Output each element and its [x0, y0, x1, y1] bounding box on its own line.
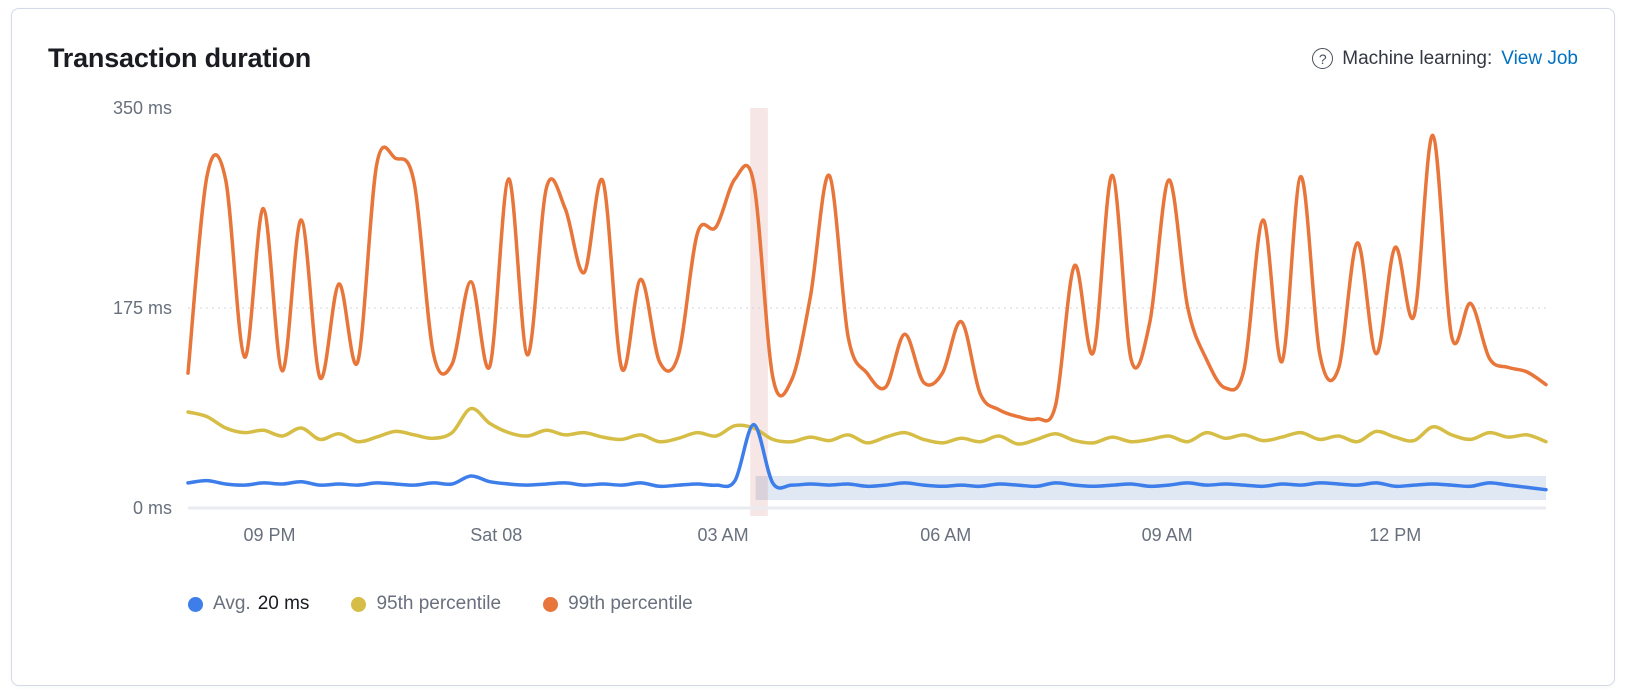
page-title: Transaction duration — [48, 43, 312, 73]
x-tick-label: 09 PM — [243, 525, 295, 545]
legend-item-95th-percentile[interactable]: 95th percentile — [351, 593, 501, 615]
x-tick-label: 03 AM — [698, 525, 749, 545]
chart-legend: Avg. 20 ms 95th percentile 99th percenti… — [188, 593, 1578, 615]
x-tick-label: Sat 08 — [470, 525, 522, 545]
help-icon[interactable]: ? — [1312, 48, 1334, 69]
y-tick-label: 0 ms — [133, 498, 172, 518]
legend-dot-95th — [351, 596, 367, 612]
legend-label-95th: 95th percentile — [376, 593, 502, 614]
x-tick-label: 06 AM — [920, 525, 971, 545]
legend-value-avg: 20 ms — [257, 593, 310, 614]
duration-chart-svg[interactable]: 0 ms 175 ms 350 ms 09 PM Sat 08 03 AM 06 AM 09 … — [48, 96, 1578, 571]
legend-dot-avg — [188, 596, 203, 612]
legend-dot-99th — [543, 596, 559, 612]
x-tick-label: 09 AM — [1142, 525, 1193, 545]
anomaly-annotation-band — [750, 108, 768, 516]
panel-header: Transaction duration ? Machine learning:… — [48, 43, 1578, 74]
legend-label-99th: 99th percentile — [568, 593, 693, 614]
transaction-duration-chart: 0 ms 175 ms 350 ms 09 PM Sat 08 03 AM 06 AM 09 … — [48, 96, 1578, 571]
x-tick-label: 12 PM — [1369, 525, 1421, 545]
ml-view-job-link[interactable]: View Job — [1501, 47, 1578, 69]
legend-item-avg[interactable]: Avg. 20 ms — [188, 593, 309, 615]
series-line-p95 — [186, 406, 1548, 446]
y-tick-label: 175 ms — [113, 298, 172, 318]
transaction-duration-panel: Transaction duration ? Machine learning:… — [11, 8, 1615, 686]
ml-controls: ? Machine learning: View Job — [1312, 48, 1578, 70]
series-line-avg — [186, 422, 1548, 492]
legend-item-99th-percentile[interactable]: 99th percentile — [543, 593, 693, 615]
ml-label: Machine learning: — [1342, 47, 1493, 69]
y-tick-label: 350 ms — [113, 98, 172, 118]
series-line-p99 — [186, 133, 1548, 423]
legend-label-avg: Avg. — [213, 593, 251, 614]
